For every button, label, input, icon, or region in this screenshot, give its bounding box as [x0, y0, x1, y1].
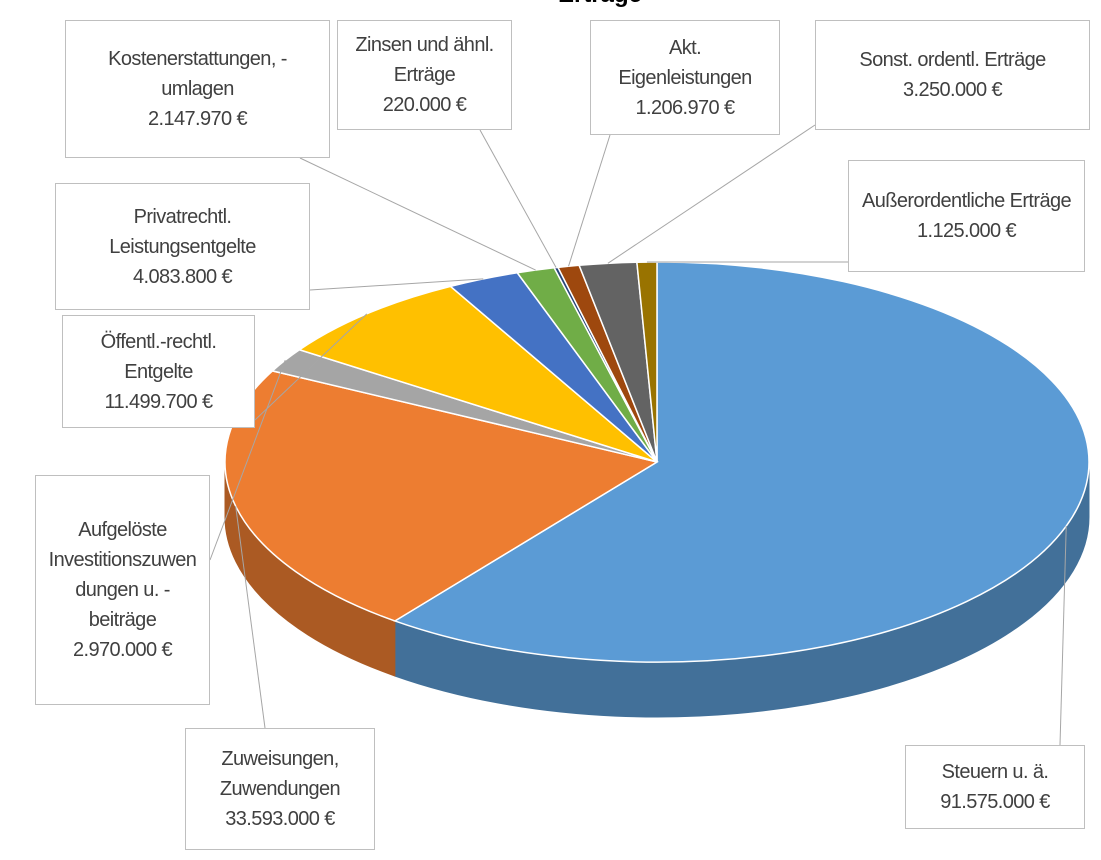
value-label: 1.206.970 €	[635, 96, 735, 119]
leader-line	[1059, 526, 1067, 746]
data-label: Zuweisungen, Zuwendungen 33.593.000 €	[185, 728, 375, 850]
leader-line	[479, 129, 557, 268]
value-label: 33.593.000 €	[225, 808, 335, 830]
category-label: Kostenerstattungen, -umlagen	[108, 48, 287, 100]
data-label: Akt. Eigenleistungen 1.206.970 €	[590, 20, 780, 135]
leaders	[209, 124, 1067, 746]
data-label: Sonst. ordentl. Erträge 3.250.000 €	[815, 20, 1090, 130]
leader-line	[235, 506, 266, 729]
category-label: Privatrechtl. Leistungsentgelte	[109, 205, 256, 258]
value-label: 2.147.970 €	[147, 108, 248, 130]
data-label: Öffentl.-rechtl. Entgelte 11.499.700 €	[62, 315, 255, 428]
data-label: Privatrechtl. Leistungsentgelte 4.083.800…	[55, 183, 310, 310]
data-label: Aufgelöste Investitionszuwendungen u. -b…	[35, 475, 210, 705]
chart-title: Erträge	[558, 0, 642, 8]
category-label: Akt. Eigenleistungen	[618, 36, 752, 89]
category-label: Zuweisungen, Zuwendungen	[219, 748, 341, 800]
slice	[297, 285, 658, 463]
value-label: 2.970.000 €	[72, 639, 173, 661]
tops	[224, 261, 1090, 663]
leader-line	[254, 313, 368, 421]
leader-line	[309, 278, 484, 291]
data-label: Kostenerstattungen, -umlagen 2.147.970 €	[65, 20, 330, 158]
value-label: 3.250.000 €	[902, 79, 1003, 101]
data-label: Steuern u. ä. 91.575.000 €	[905, 745, 1085, 829]
leader-line	[607, 124, 816, 264]
category-label: Aufgelöste Investitionszuwendungen u. -b…	[48, 519, 197, 631]
category-label: Öffentl.-rechtl. Entgelte	[100, 330, 217, 383]
leader-line	[299, 157, 536, 271]
leader-line	[568, 134, 611, 267]
value-label: 4.083.800 €	[132, 265, 233, 288]
value-label: 11.499.700 €	[104, 390, 213, 413]
category-label: Steuern u. ä.	[941, 761, 1049, 783]
slice	[393, 261, 1090, 663]
leader-line	[209, 359, 286, 561]
value-label: 91.575.000 €	[940, 791, 1050, 813]
value-label: 220.000 €	[382, 94, 467, 116]
category-label: Außerordentliche Erträge	[861, 190, 1072, 212]
category-label: Sonst. ordentl. Erträge	[859, 49, 1046, 71]
data-label: Zinsen und ähnl. Erträge 220.000 €	[337, 20, 512, 130]
data-label: Außerordentliche Erträge 1.125.000 €	[848, 160, 1085, 272]
category-label: Zinsen und ähnl. Erträge	[355, 34, 494, 86]
value-label: 1.125.000 €	[916, 220, 1017, 242]
